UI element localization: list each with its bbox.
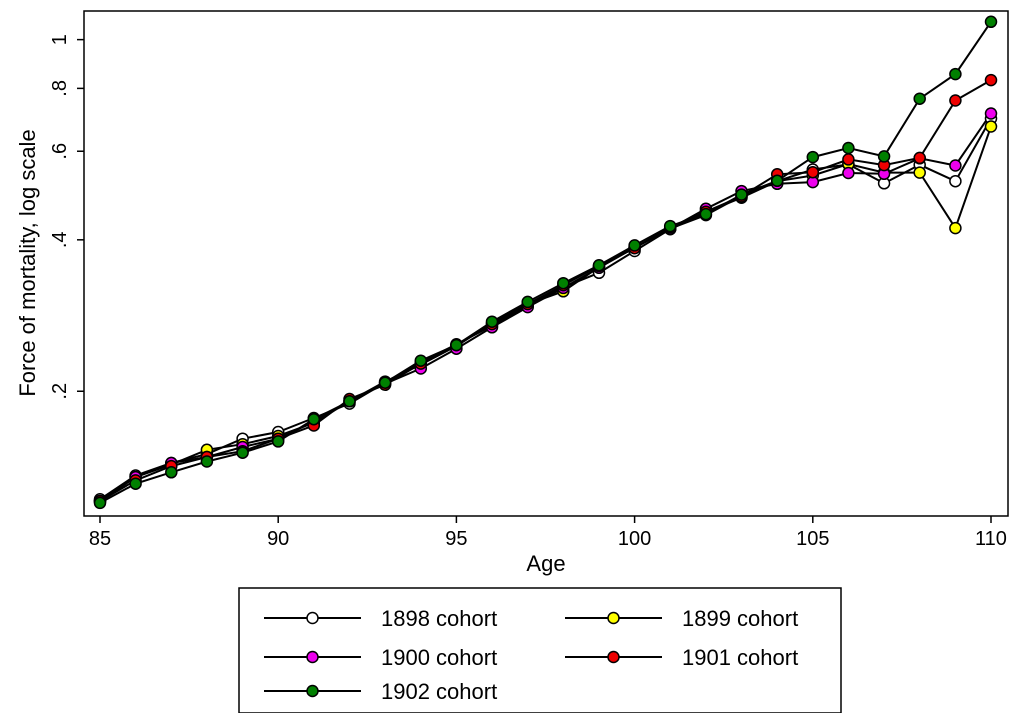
y-tick-label: .6 [49,143,71,160]
data-point [485,315,499,328]
legend-marker [306,611,319,625]
data-point [770,174,784,188]
x-axis-title: Age [526,551,565,576]
series-line [99,118,992,501]
data-point [806,150,820,164]
data-point [450,338,463,352]
x-tick-label: 95 [445,528,467,550]
data-point [842,166,855,180]
legend-label: 1899 cohort [682,606,798,631]
y-tick-label: 1 [49,34,71,45]
data-point [913,92,926,105]
data-point [663,219,677,233]
data-point [557,276,570,290]
data-point [949,174,962,188]
legend-box [238,587,842,713]
data-point [877,150,891,163]
data-point [378,376,392,389]
series-line [99,21,992,504]
data-point [165,466,178,479]
legend-marker [607,650,620,664]
data-point [842,141,855,155]
data-point [984,15,998,29]
y-axis: .2 .4 .6 .8 1 [49,34,84,400]
data-point [129,477,142,490]
data-point [949,67,962,81]
x-tick-label: 90 [267,528,289,550]
data-point [842,153,855,166]
legend: 1898 cohort 1899 cohort 1900 cohort 1901 co… [238,587,842,713]
series-line [99,126,992,502]
data-point [271,435,285,448]
data-point [307,412,321,426]
series-layer [93,15,998,510]
legend-label: 1900 cohort [381,645,497,670]
data-point [913,151,926,165]
data-point [200,455,214,468]
y-axis-title: Force of mortality, log scale [15,129,40,396]
data-point [521,295,534,309]
y-tick-label: .4 [49,231,71,248]
data-point [414,354,428,367]
data-point [699,207,713,221]
x-tick-label: 105 [796,528,829,550]
data-point [236,446,249,459]
data-point [93,496,107,510]
legend-marker [306,684,319,698]
legend-marker [607,611,620,625]
data-point [592,259,606,272]
legend-label: 1902 cohort [381,679,497,704]
data-point [949,221,962,235]
data-point [735,188,748,201]
data-point [984,107,998,120]
x-tick-label: 85 [89,528,111,550]
data-point [913,166,926,179]
data-point [949,94,962,107]
data-point [343,395,356,408]
legend-label: 1898 cohort [381,606,497,631]
y-tick-label: .2 [49,383,71,400]
data-point [984,73,998,87]
legend-label: 1901 cohort [682,645,798,670]
legend-marker [306,650,319,664]
data-point [949,159,962,172]
data-point [806,165,820,179]
y-tick-label: .8 [49,80,71,97]
plot-frame [83,10,1009,517]
x-tick-label: 100 [618,528,651,550]
series-line [99,79,992,502]
x-axis: 85 90 95 100 105 110 [89,516,1007,550]
data-point [984,120,998,133]
x-tick-label: 110 [975,528,1007,550]
data-point [628,239,641,252]
